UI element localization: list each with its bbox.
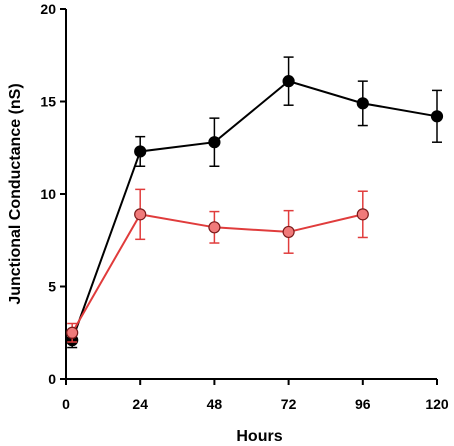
data-point (282, 225, 295, 239)
y-tick-label: 5 (48, 279, 56, 295)
series-1 (66, 188, 369, 343)
series-0 (66, 56, 444, 349)
data-point (134, 145, 147, 158)
data-point (430, 110, 444, 123)
y-tick-label: 15 (40, 94, 56, 110)
data-point (66, 326, 79, 339)
x-tick-label: 96 (355, 396, 371, 412)
data-point (356, 97, 369, 110)
data-point (356, 208, 369, 221)
x-tick-label: 0 (62, 396, 70, 412)
x-tick-label: 72 (281, 396, 297, 412)
y-tick-label: 20 (40, 1, 56, 17)
x-tick-label: 48 (207, 396, 223, 412)
x-tick-label: 24 (132, 396, 148, 412)
axes: 0 5 10 15 20 0 24 48 72 96 120 (40, 1, 448, 412)
series-layer (66, 56, 444, 349)
data-point (208, 136, 221, 149)
y-tick-label: 0 (48, 371, 56, 387)
data-point (134, 208, 147, 221)
data-point (282, 75, 295, 88)
x-axis-title: Hours (236, 428, 282, 445)
x-tick-label: 120 (425, 396, 449, 412)
y-tick-label: 10 (40, 186, 56, 202)
data-point (208, 221, 221, 234)
y-axis-title: Junctional Conductance (nS) (7, 83, 24, 304)
series-line (71, 80, 438, 341)
